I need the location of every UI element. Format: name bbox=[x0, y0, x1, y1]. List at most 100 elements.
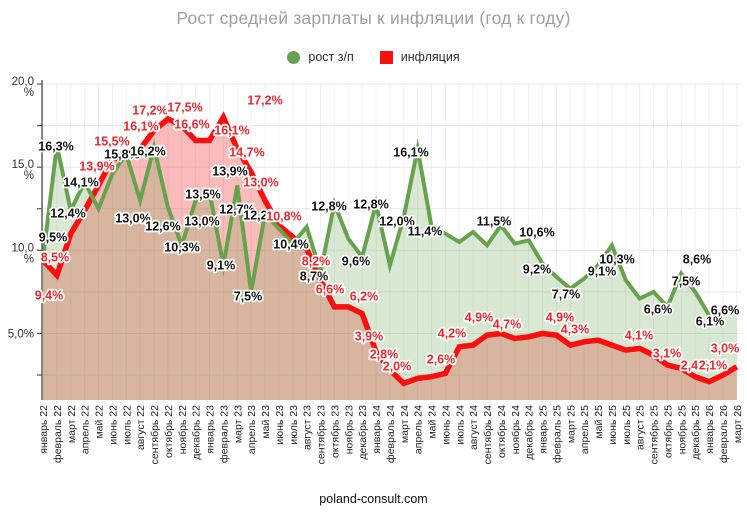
chart-area: 20,0% 15,0% 10,0% 5,0% январь 22 февраль 22 ма… bbox=[8, 76, 744, 464]
legend-item-inflation: инфляция bbox=[379, 50, 460, 64]
inflation-point-label: 2,0% bbox=[383, 360, 412, 374]
x-tick-label: февраль 23 bbox=[218, 405, 230, 463]
x-tick-label: сентябрь 24 bbox=[482, 405, 494, 464]
inflation-area bbox=[43, 117, 737, 401]
inflation-point-label: 14,7% bbox=[229, 146, 264, 160]
salary-point-label: 6,6% bbox=[644, 303, 673, 317]
x-tick-label: ноябрь 24 bbox=[510, 405, 522, 454]
inflation-point-label: 16,1% bbox=[214, 124, 249, 138]
inflation-point-label: 13,9% bbox=[79, 160, 114, 174]
salary-point-label: 12,7% bbox=[219, 203, 254, 217]
x-tick-label: январь 24 bbox=[371, 405, 383, 454]
x-tick-label: июнь 22 bbox=[107, 405, 119, 445]
salary-point-label: 16,3% bbox=[38, 140, 73, 154]
line-chart-canvas: 20,0 %15,0 %10,0 %5,0%январь 22 февраль 22 ма… bbox=[8, 76, 744, 464]
salary-point-label: 16,1% bbox=[393, 146, 428, 160]
x-tick-label: ноябрь 22 bbox=[177, 405, 189, 454]
salary-point-label: 9,2% bbox=[523, 263, 552, 277]
y-tick-label: 15,0% bbox=[12, 159, 34, 182]
x-tick-label: апрель 22 bbox=[80, 405, 92, 454]
y-tick-label: 20,0% bbox=[12, 76, 34, 99]
inflation-point-label: 6,6% bbox=[316, 283, 345, 297]
x-tick-label: ноябрь 25 bbox=[676, 405, 688, 454]
x-tick-label: сентябрь 25 bbox=[649, 405, 661, 464]
x-tick-label: июль 25 bbox=[621, 405, 633, 445]
inflation-point-label: 16,1% bbox=[123, 120, 158, 134]
salary-point-label: 12,8% bbox=[353, 198, 388, 212]
x-tick-label: май 22 bbox=[94, 405, 106, 439]
x-tick-label: февраль 24 bbox=[385, 405, 397, 463]
x-tick-label: октябрь 25 bbox=[662, 405, 674, 458]
x-tick-label: октябрь 22 bbox=[163, 405, 175, 458]
salary-point-label: 13,0% bbox=[184, 215, 219, 229]
x-tick-label: октябрь 24 bbox=[496, 405, 508, 458]
salary-point-label: 11,5% bbox=[477, 215, 512, 229]
x-tick-label: март 22 bbox=[66, 405, 78, 443]
x-tick-label: май 25 bbox=[593, 405, 605, 439]
x-tick-label: август 23 bbox=[302, 405, 314, 450]
inflation-point-label: 2,1% bbox=[699, 359, 728, 373]
salary-point-label: 13,5% bbox=[185, 188, 220, 202]
x-tick-label: август 22 bbox=[135, 405, 147, 450]
x-tick-label: май 24 bbox=[427, 405, 439, 439]
salary-point-label: 16,2% bbox=[130, 145, 165, 159]
salary-point-label: 13,0% bbox=[115, 212, 150, 226]
inflation-point-label: 3,9% bbox=[355, 330, 384, 344]
inflation-line bbox=[40, 111, 739, 387]
inflation-point-label: 10,8% bbox=[266, 210, 301, 224]
salary-point-label: 7,5% bbox=[234, 290, 263, 304]
salary-point-label: 10,6% bbox=[519, 226, 554, 240]
inflation-legend-marker-icon bbox=[379, 50, 393, 64]
legend-item-salary: рост з/п bbox=[287, 50, 354, 64]
x-tick-label: июнь 25 bbox=[607, 405, 619, 445]
x-tick-label: сентябрь 22 bbox=[149, 405, 161, 464]
legend-label-salary: рост з/п bbox=[308, 50, 354, 64]
y-tick-label: 5,0% bbox=[8, 328, 34, 340]
inflation-point-label: 4,9% bbox=[465, 311, 494, 325]
inflation-point-label: 17,5% bbox=[167, 101, 202, 115]
salary-point-label: 9,6% bbox=[342, 255, 371, 269]
salary-point-label: 7,5% bbox=[672, 275, 701, 289]
x-tick-label: август 25 bbox=[635, 405, 647, 450]
x-tick-label: июль 22 bbox=[121, 405, 133, 445]
inflation-point-label: 8,2% bbox=[302, 255, 331, 269]
salary-point-label: 11,4% bbox=[408, 225, 443, 239]
inflation-point-label: 15,5% bbox=[94, 135, 129, 149]
x-tick-label: май 23 bbox=[260, 405, 272, 439]
x-tick-label: декабрь 24 bbox=[524, 405, 536, 460]
salary-point-label: 9,1% bbox=[588, 265, 617, 279]
x-tick-label: сентябрь 23 bbox=[316, 405, 328, 464]
salary-point-label: 9,1% bbox=[207, 259, 236, 273]
inflation-point-label: 16,6% bbox=[174, 118, 209, 132]
x-tick-label: ноябрь 23 bbox=[343, 405, 355, 454]
x-tick-label: апрель 25 bbox=[579, 405, 591, 454]
legend: рост з/п инфляция bbox=[0, 50, 747, 64]
salary-point-label: 12,2% bbox=[243, 209, 278, 223]
salary-point-label: 12,6% bbox=[145, 220, 180, 234]
inflation-point-label: 4,9% bbox=[546, 311, 575, 325]
inflation-point-label: 4,7% bbox=[493, 318, 522, 332]
x-axis-labels: январь 22 февраль 22 март 22 апрель 22 май 2… bbox=[38, 405, 744, 464]
salary-point-label: 8,6% bbox=[683, 253, 712, 267]
inflation-point-label: 17,2% bbox=[247, 94, 282, 108]
salary-point-label: 8,7% bbox=[300, 270, 329, 284]
salary-legend-marker-icon bbox=[287, 50, 301, 64]
inflation-point-label: 3,1% bbox=[653, 347, 682, 361]
salary-point-label: 12,4% bbox=[50, 207, 85, 221]
salary-point-label: 6,1% bbox=[696, 315, 725, 329]
chart-title: Рост средней зарплаты к инфляции (год к … bbox=[176, 8, 571, 28]
x-tick-label: декабрь 25 bbox=[690, 405, 702, 460]
x-tick-label: август 24 bbox=[468, 405, 480, 450]
inflation-point-label: 4,2% bbox=[438, 327, 467, 341]
x-tick-label: март 24 bbox=[399, 405, 411, 443]
x-tick-label: февраль 26 bbox=[718, 405, 730, 463]
salary-line bbox=[41, 138, 738, 318]
salary-area bbox=[43, 145, 737, 400]
inflation-point-label: 17,2% bbox=[132, 104, 167, 118]
inflation-point-label: 8,5% bbox=[41, 251, 70, 265]
salary-point-label: 7,7% bbox=[552, 288, 581, 302]
salary-point-label: 15,8% bbox=[104, 148, 139, 162]
x-tick-label: январь 26 bbox=[704, 405, 716, 454]
x-tick-label: декабрь 23 bbox=[357, 405, 369, 460]
inflation-point-label: 2,6% bbox=[427, 353, 456, 367]
